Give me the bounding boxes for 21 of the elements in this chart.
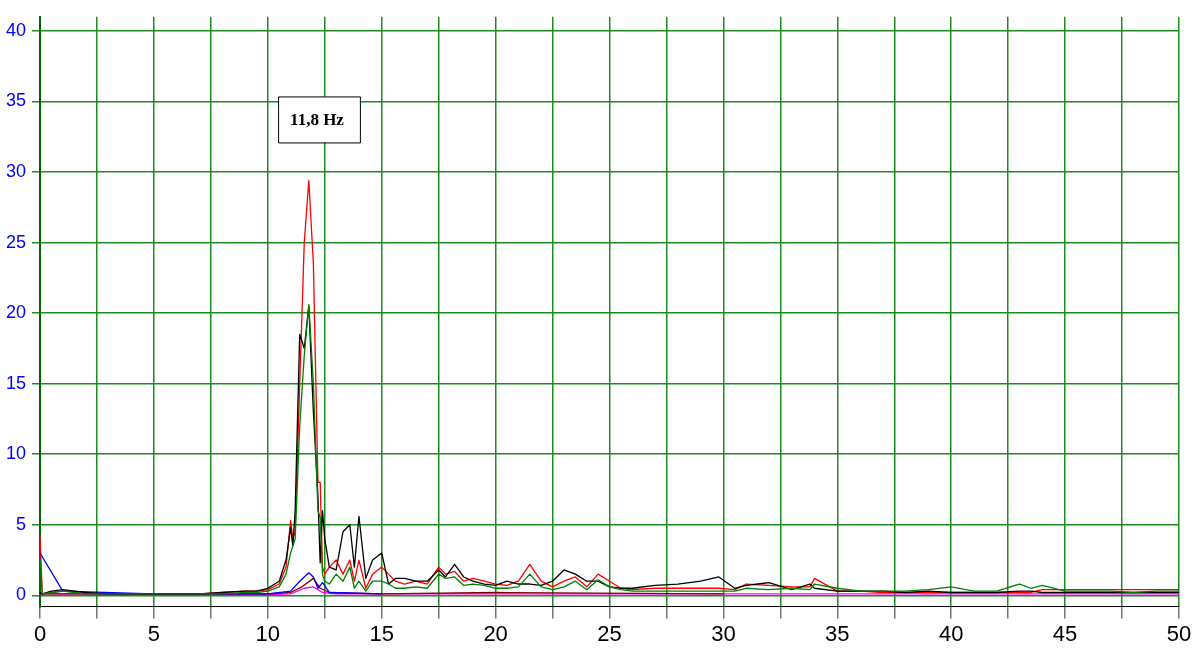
x-tick-label: 15 (369, 620, 394, 646)
x-tick-label: 30 (711, 620, 736, 646)
y-tick-label: 35 (5, 90, 27, 111)
x-tick-label: 20 (483, 620, 508, 646)
y-tick-label: 20 (5, 302, 27, 323)
x-tick-label: 5 (147, 620, 161, 646)
y-tick-label: 0 (16, 584, 27, 605)
x-tick-label: 45 (1052, 620, 1078, 646)
y-tick-label: 40 (5, 19, 27, 40)
x-tick-label: 35 (825, 620, 850, 646)
x-tick-label: 10 (255, 620, 281, 646)
y-tick-label: 10 (5, 443, 27, 464)
annotation: 11,8 Hz (290, 109, 345, 129)
x-tick-label: 0 (33, 620, 47, 646)
y-tick-label: 25 (5, 231, 27, 252)
y-tick-label: 5 (16, 513, 27, 534)
x-tick-label: 50 (1166, 620, 1192, 646)
x-tick-label: 40 (938, 620, 964, 646)
y-tick-label: 15 (5, 372, 27, 393)
x-tick-label: 25 (597, 620, 622, 646)
y-tick-label: 30 (5, 160, 27, 181)
